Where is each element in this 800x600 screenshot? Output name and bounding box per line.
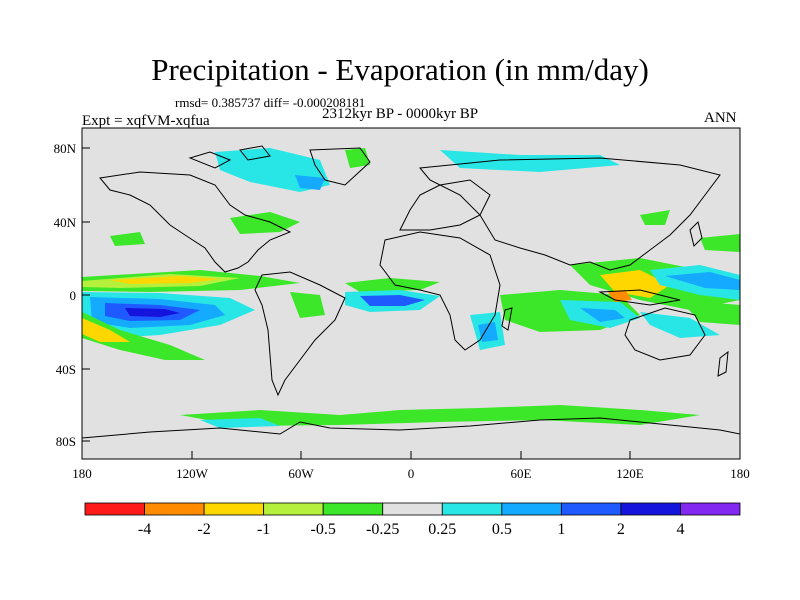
stats-line: rmsd= 0.385737 diff= -0.000208181 xyxy=(175,95,366,110)
anomaly-spcz xyxy=(82,312,205,360)
anomaly-field xyxy=(82,148,740,428)
anomaly-atlantic-itcz xyxy=(345,278,440,292)
colorbar-labels: -4 -2 -1 -0.5 -0.25 0.25 0.5 1 2 4 xyxy=(138,521,685,538)
colorbar-label: 1 xyxy=(557,521,565,538)
colorbar-swatch xyxy=(263,502,324,516)
coast-asia xyxy=(419,157,721,271)
coast-antarctica xyxy=(82,417,740,439)
coast-europe xyxy=(399,179,491,231)
y-tick-label: 40S xyxy=(56,362,76,377)
anomaly-pacific-itcz-peak xyxy=(110,276,220,284)
x-tick-label: 180 xyxy=(72,466,92,481)
colorbar-label: 0.25 xyxy=(428,521,456,538)
coast-africa xyxy=(379,231,501,351)
colorbar-label: -2 xyxy=(197,521,210,538)
anomaly-amazon xyxy=(290,292,325,318)
x-tick-labels: 180 120W 60W 0 60E 120E 180 xyxy=(72,466,750,481)
anomaly-arctic-siberia xyxy=(440,150,620,172)
colorbar-swatch xyxy=(501,502,562,516)
colorbar-label: 2 xyxy=(617,521,625,538)
colorbar-swatch xyxy=(620,502,681,516)
coast-japan xyxy=(689,221,703,247)
coast-south-america xyxy=(254,271,346,397)
colorbar-swatch xyxy=(382,502,443,516)
anomaly-southern-ocean-dry xyxy=(200,418,280,428)
colorbar xyxy=(84,502,741,516)
y-tick-labels: 80N 40N 0 40S 80S xyxy=(54,141,77,449)
colorbar-swatch xyxy=(84,502,145,516)
anomaly-nw-pacific xyxy=(700,234,740,252)
anomaly-indian-dry-core xyxy=(580,308,625,322)
anomaly-africa-south-core xyxy=(478,322,498,342)
coast-madagascar xyxy=(501,307,513,331)
season-label: ANN xyxy=(704,110,737,126)
axis-ticks xyxy=(81,147,741,459)
x-tick-label: 180 xyxy=(730,466,750,481)
colorbar-swatch xyxy=(560,502,622,516)
y-tick-label: 0 xyxy=(70,288,77,303)
chart-title: Precipitation - Evaporation (in mm/day) xyxy=(151,52,649,87)
colorbar-swatch xyxy=(322,502,384,516)
anomaly-southern-ocean xyxy=(180,405,700,426)
x-tick-label: 60E xyxy=(511,466,532,481)
anomaly-n-atlantic-2 xyxy=(110,232,145,246)
anomaly-pacific-south-max xyxy=(125,308,180,317)
colorbar-label: 0.5 xyxy=(492,521,512,538)
x-tick-label: 120W xyxy=(176,466,209,481)
anomaly-nw-pacific-2 xyxy=(640,210,670,225)
anomaly-arctic-canada-core xyxy=(295,175,325,190)
coast-greenland xyxy=(309,147,371,186)
colorbar-label: -1 xyxy=(257,521,270,538)
coast-indonesia xyxy=(598,289,681,306)
anomaly-spcz-core xyxy=(82,318,130,342)
y-tick-label: 80N xyxy=(54,141,77,156)
y-tick-label: 40N xyxy=(54,215,77,230)
coastlines xyxy=(82,145,740,439)
anomaly-atlantic-south-core xyxy=(360,295,425,306)
experiment-label: Expt = xqfVM-xqfua xyxy=(82,113,210,129)
colorbar-swatch xyxy=(680,502,741,516)
period-label: 2312kyr BP - 0000kyr BP xyxy=(322,106,479,122)
coast-north-america xyxy=(99,171,292,273)
colorbar-label: 4 xyxy=(676,521,684,538)
x-tick-label: 0 xyxy=(408,466,415,481)
colorbar-label: -4 xyxy=(138,521,151,538)
colorbar-label: -0.5 xyxy=(311,521,336,538)
colorbar-swatch xyxy=(203,502,265,516)
colorbar-swatch xyxy=(441,502,503,516)
coast-arctic-islands xyxy=(188,145,271,169)
y-tick-label: 80S xyxy=(56,434,76,449)
coast-new-zealand xyxy=(717,350,729,377)
coast-australia xyxy=(624,307,706,361)
x-tick-label: 120E xyxy=(616,466,644,481)
anomaly-westpac-south xyxy=(640,312,720,338)
colorbar-label: -0.25 xyxy=(366,521,399,538)
anomaly-westpac-dry-core xyxy=(665,272,740,290)
colorbar-swatch xyxy=(144,502,205,516)
x-tick-label: 60W xyxy=(288,466,314,481)
anomaly-westpac-wet xyxy=(680,300,740,325)
